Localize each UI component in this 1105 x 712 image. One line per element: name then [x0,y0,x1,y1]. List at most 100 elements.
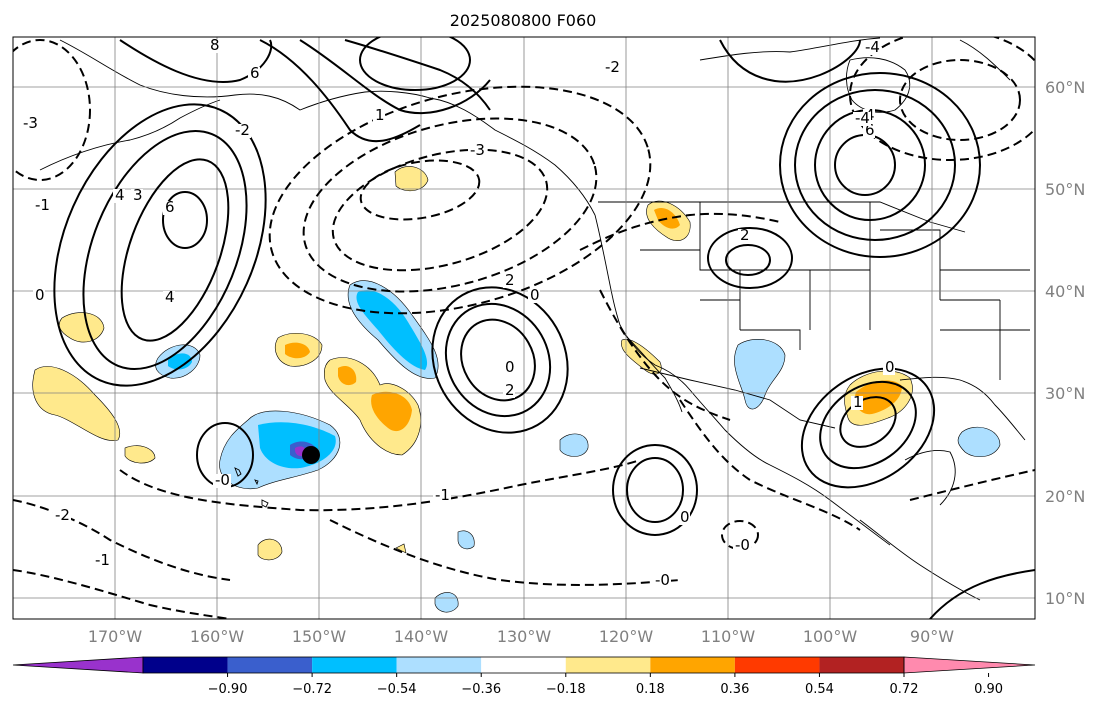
contour-label: 6 [250,64,260,82]
contour-north-pacific-high-3 [53,103,267,387]
colorbar-bins [12,656,1036,674]
us-mex-border [639,367,836,429]
contour-label-background [163,201,175,215]
colorbar-tick-label: −0.90 [208,682,248,697]
hawaii-islands [234,467,269,508]
canada-us-border [598,201,966,233]
contour-label: -2 [605,58,620,76]
lon-label: 100°W [803,627,858,646]
contour-rockies-high-2 [707,227,793,289]
baja-peninsula [624,334,683,413]
contour-label-background [853,112,871,126]
lon-label: 90°W [910,627,954,646]
contour-label: -1 [95,551,110,569]
contour-label-background [503,361,515,375]
contour-label-background [113,189,125,203]
colorbar-bin [565,657,651,673]
map-title: 2025080800 F060 [450,11,597,30]
contour-label-background [738,229,750,243]
lat-label: 50°N [1045,180,1085,199]
colorbar-tick-label: −0.18 [546,682,586,697]
contour-label-background [208,39,220,53]
colorbar-extend-high [903,656,1036,674]
lat-label: 10°N [1045,589,1085,608]
contour-gulf-high-2 [819,380,917,470]
state-lines-2 [880,229,1030,380]
shade-pos-north-hawaii-core [285,342,310,359]
contour-label: 8 [210,36,220,54]
contour-neg-interior [579,212,781,251]
contour-label: -4 [855,109,870,127]
latitude-labels: 60°N 50°N 40°N 30°N 20°N 10°N [1045,78,1085,608]
contour-low-inner [359,159,481,221]
contour-neg-subtropics-1 [119,459,641,512]
contour-label: -0 [655,571,670,589]
contour-label-background [33,289,45,303]
contour-rockies-high-1 [725,244,771,276]
storm-position-marker [302,446,320,464]
contour-label-background [373,109,385,123]
shade-neg-hawaii-north-core [168,353,192,370]
contour-canada-high-3 [794,89,956,241]
colorbar-extend-low [12,656,144,674]
contour-label: 2 [505,271,515,289]
contour-label: 6 [165,198,175,216]
contour-eastern-pacific-high-3 [431,286,569,434]
contour-label-background [53,509,71,523]
contour-label: -0 [215,471,230,489]
contour-arctic-closed [359,37,471,91]
lat-label: 20°N [1045,487,1085,506]
contour-alaska-ridge-1 [259,39,421,143]
colorbar-tick-label: −0.54 [377,682,417,697]
contour-label-background [233,124,251,138]
contour-label-background [433,489,451,503]
lon-label: 110°W [701,627,756,646]
map-frame [12,36,1036,620]
coastlines [39,37,1030,601]
contour-mexico-high-2 [612,444,698,536]
lon-label: 140°W [394,627,449,646]
canada-arctic [699,37,1011,81]
contour-label: 1 [375,106,385,124]
contour-label: -2 [55,506,70,524]
colorbar-bin [650,657,735,673]
colorbar-bin [734,657,820,673]
contour-label: 2 [740,226,750,244]
contour-label: -2 [235,121,250,139]
colorbar-bin [819,657,904,673]
hudson-bay [846,57,911,113]
lon-label: 160°W [190,627,245,646]
colorbar-bin [396,657,482,673]
contour-label-background [851,396,863,410]
shade-pos-subtropics-core-1 [338,365,357,386]
gulf-coast [899,376,1026,441]
colorbar-tick-label: 0.90 [974,682,1003,697]
contour-label: 0 [885,358,895,376]
contour-label: -0 [735,536,750,554]
contour-label-background [21,117,39,131]
contour-mexico-high-1 [626,457,684,523]
contour-label: 4 [115,186,125,204]
colorbar-bin [227,657,313,673]
contour-north-pacific-high-1 [120,158,230,342]
anomaly-shading [32,166,1001,613]
lon-label: 170°W [88,627,143,646]
shade-pos-small-1 [257,538,283,561]
contour-label: -1 [435,486,450,504]
shade-neg-small-2 [434,592,459,613]
contour-far-north-1 [119,39,273,83]
shade-pos-subtropics-core-2 [371,391,412,432]
negative-contours [13,37,1035,619]
colorbar-tick-label: 0.36 [720,682,749,697]
lat-label: 40°N [1045,282,1085,301]
contour-north-pacific-high-4 [162,191,208,249]
west-coast-na [594,214,891,546]
colorbar-ticks: −0.90 −0.72 −0.54 −0.36 −0.18 0.18 0.36 0.54 0.7… [208,673,1003,697]
contour-label-background [33,199,51,213]
contour-label: 4 [165,288,175,306]
shade-pos-small-2 [395,543,407,554]
contour-label-background [528,289,540,303]
colorbar-tick-label: −0.72 [292,682,332,697]
colorbar: −0.90 −0.72 −0.54 −0.36 −0.18 0.18 0.36 0.54 0.7… [12,656,1036,697]
colorbar-bin [143,657,228,673]
